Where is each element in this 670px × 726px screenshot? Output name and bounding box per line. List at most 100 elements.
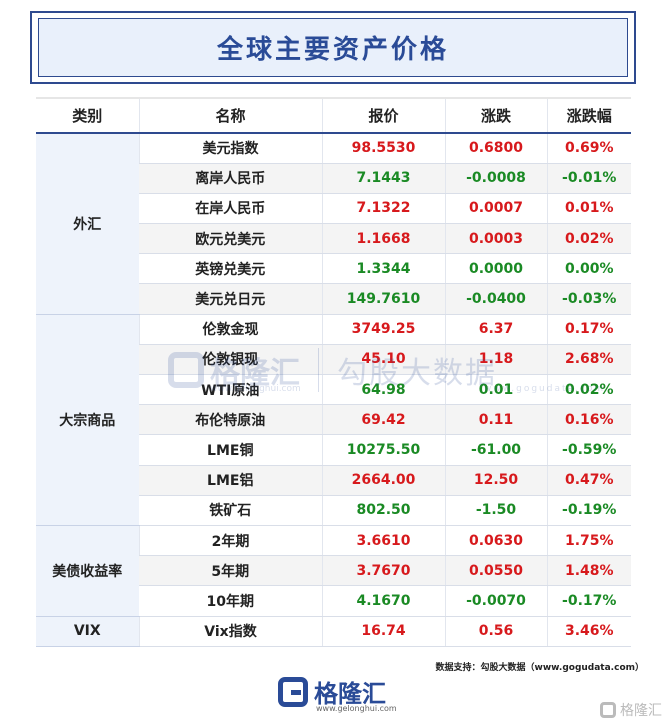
table-row: 5年期 3.7670 0.0550 1.48%	[36, 555, 631, 587]
table-row: 在岸人民币 7.1322 0.0007 0.01%	[36, 193, 631, 225]
asset-name: 5年期	[139, 555, 322, 587]
change-cell: -0.0008	[444, 163, 547, 194]
change-cell: 12.50	[444, 465, 547, 496]
category-cell: 外汇	[36, 133, 139, 315]
change-pct-cell: -0.59%	[546, 434, 631, 466]
price-cell: 45.10	[321, 344, 445, 376]
price-cell: 69.42	[321, 404, 445, 436]
change-pct-cell: 0.02%	[546, 374, 631, 406]
table-row: 布伦特原油 69.42 0.11 0.16%	[36, 404, 631, 436]
change-cell: 0.0007	[444, 193, 547, 225]
price-cell: 3.7670	[321, 555, 445, 587]
asset-name: 在岸人民币	[139, 193, 322, 225]
change-pct-cell: -0.17%	[546, 585, 631, 617]
table-row: 大宗商品 伦敦金现 3749.25 6.37 0.17%	[36, 314, 631, 526]
change-cell: -61.00	[444, 434, 547, 466]
price-cell: 3749.25	[321, 314, 445, 345]
asset-name: LME铝	[139, 465, 322, 496]
category-cell: 大宗商品	[36, 314, 139, 526]
change-pct-cell: 1.75%	[546, 525, 631, 557]
header-name: 名称	[138, 97, 322, 134]
change-pct-cell: -0.03%	[546, 283, 631, 315]
corner-logo-icon	[600, 702, 616, 718]
table-row: 外汇 美元指数 98.5530 0.6800 0.69%	[36, 133, 631, 315]
change-cell: -0.0070	[444, 585, 547, 617]
change-cell: 0.56	[444, 616, 547, 647]
asset-price-table: 类别 名称 报价 涨跌 涨跌幅 外汇 美元指数 98.5530 0.6800 0.69%…	[36, 97, 631, 647]
footer-brand: 格隆汇	[314, 680, 386, 708]
asset-name: 10年期	[139, 585, 322, 617]
change-cell: 1.18	[444, 344, 547, 376]
header-category: 类别	[36, 97, 139, 134]
table-row: 伦敦银现 45.10 1.18 2.68%	[36, 344, 631, 376]
change-pct-cell: 0.00%	[546, 253, 631, 285]
asset-name: LME铜	[139, 434, 322, 466]
price-cell: 4.1670	[321, 585, 445, 617]
title-inner: 全球主要资产价格	[38, 18, 628, 77]
price-cell: 64.98	[321, 374, 445, 406]
table-row: 美债收益率 2年期 3.6610 0.0630 1.75%	[36, 525, 631, 617]
price-cell: 16.74	[321, 616, 445, 647]
footer-url: www.gelonghui.com	[316, 704, 397, 713]
table-row: 10年期 4.1670 -0.0070 -0.17%	[36, 585, 631, 617]
change-cell: 0.6800	[444, 133, 547, 164]
price-cell: 1.1668	[321, 223, 445, 255]
asset-name: 英镑兑美元	[139, 253, 322, 285]
change-pct-cell: 0.01%	[546, 193, 631, 225]
asset-name: 2年期	[138, 525, 322, 557]
category-cell: 美债收益率	[36, 525, 139, 617]
category-cell: VIX	[36, 616, 139, 647]
table-row: 离岸人民币 7.1443 -0.0008 -0.01%	[36, 163, 631, 194]
change-cell: 0.01	[444, 374, 547, 406]
change-cell: -1.50	[444, 495, 547, 526]
asset-name: 布伦特原油	[139, 404, 322, 436]
brand-logo-icon	[278, 676, 308, 707]
change-pct-cell: 0.02%	[546, 223, 631, 255]
change-cell: 0.0550	[444, 555, 547, 587]
change-pct-cell: 2.68%	[546, 344, 631, 376]
change-pct-cell: 0.17%	[546, 314, 631, 345]
change-cell: 6.37	[444, 314, 547, 345]
asset-name: WTI原油	[139, 374, 322, 406]
header-change: 涨跌	[444, 97, 547, 134]
asset-name: 美元兑日元	[139, 283, 322, 315]
header-change-pct: 涨跌幅	[546, 97, 631, 134]
change-pct-cell: 0.16%	[546, 404, 631, 436]
change-pct-cell: 1.48%	[546, 555, 631, 587]
asset-name: Vix指数	[138, 616, 322, 647]
asset-name: 铁矿石	[139, 495, 322, 526]
table-row: LME铜 10275.50 -61.00 -0.59%	[36, 434, 631, 466]
footer-logo: 格隆汇 www.gelonghui.com	[278, 674, 397, 713]
price-cell: 3.6610	[321, 525, 445, 557]
change-pct-cell: 0.69%	[546, 133, 631, 164]
table-row: LME铝 2664.00 12.50 0.47%	[36, 465, 631, 496]
change-cell: 0.0630	[444, 525, 547, 557]
change-cell: 0.0003	[444, 223, 547, 255]
change-pct-cell: -0.19%	[546, 495, 631, 526]
change-cell: 0.11	[444, 404, 547, 436]
price-cell: 2664.00	[321, 465, 445, 496]
corner-watermark: 格隆汇	[600, 700, 662, 720]
price-cell: 7.1443	[321, 163, 445, 194]
price-cell: 1.3344	[321, 253, 445, 285]
page-title: 全球主要资产价格	[216, 35, 449, 65]
title-banner: 全球主要资产价格	[30, 11, 636, 84]
change-pct-cell: 0.47%	[546, 465, 631, 496]
source-note: 数据支持：勾股大数据（www.gogudata.com）	[435, 663, 644, 673]
table-row: 美元兑日元 149.7610 -0.0400 -0.03%	[36, 283, 631, 315]
asset-name: 离岸人民币	[139, 163, 322, 194]
table-row: 英镑兑美元 1.3344 0.0000 0.00%	[36, 253, 631, 285]
price-cell: 10275.50	[321, 434, 445, 466]
price-cell: 98.5530	[321, 133, 445, 164]
change-cell: 0.0000	[444, 253, 547, 285]
asset-name: 美元指数	[138, 133, 322, 164]
table-row: VIX Vix指数 16.74 0.56 3.46%	[36, 616, 631, 647]
change-cell: -0.0400	[444, 283, 547, 315]
table-row: 欧元兑美元 1.1668 0.0003 0.02%	[36, 223, 631, 255]
header-price: 报价	[321, 97, 445, 134]
price-cell: 149.7610	[321, 283, 445, 315]
asset-name: 伦敦金现	[138, 314, 322, 345]
table-header-row: 类别 名称 报价 涨跌 涨跌幅	[36, 97, 631, 134]
price-cell: 802.50	[321, 495, 445, 526]
price-cell: 7.1322	[321, 193, 445, 225]
